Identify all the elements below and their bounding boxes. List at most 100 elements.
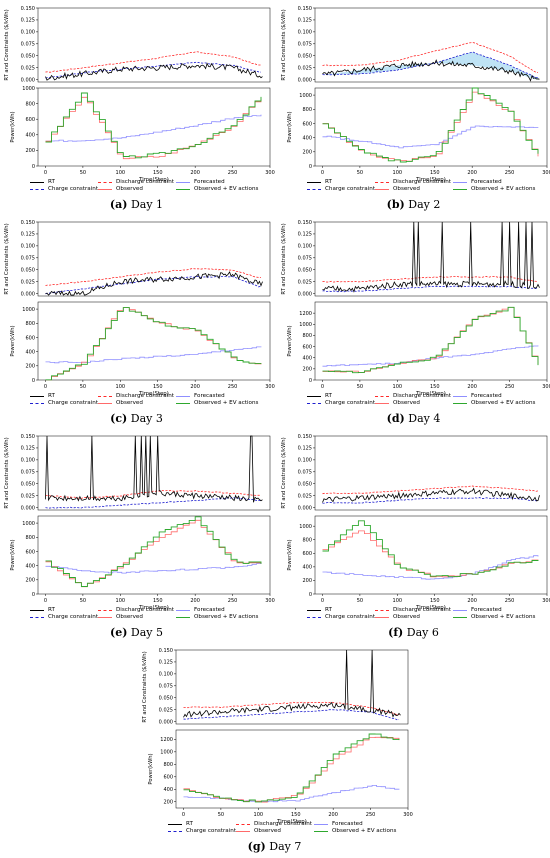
top-ytick-label: 0.125 [21,18,35,24]
bottom-ytick-label: 400 [25,133,35,139]
panel-day-1: 0.000 0.025 0.050 0.075 0.100 0.125 0.150 RT an… [0,4,275,214]
top-ytick-label: 0.075 [21,256,35,262]
bottom-ytick-label: 600 [302,551,312,557]
xtick-label: 300 [265,170,275,176]
charge-constraint-line [45,276,262,295]
legend-label: Observed + EV actions [471,400,536,406]
legend-swatch [30,188,44,190]
bottom-ytick-label: 200 [25,578,35,584]
top-ytick-label: 0.075 [21,470,35,476]
legend-item-rt: RT [30,179,55,185]
top-ytick-label: 0.150 [298,434,312,440]
legend: RT Charge constraint Discharge constraint O… [168,821,408,837]
observed-ev-line [45,307,262,381]
legend-swatch [375,181,389,183]
caption-text: Day 3 [130,412,163,425]
legend-label: Charge constraint [325,186,376,192]
legend: RT Charge constraint Discharge constraint O… [307,179,547,195]
xtick-label: 50 [80,384,86,390]
bottom-ytick-label: 200 [302,150,312,156]
legend-item-charge: Charge constraint [168,828,236,834]
legend-label: Discharge constraint [393,607,451,613]
bottom-ytick-label: 800 [25,101,35,107]
top-ytick-label: 0.100 [298,458,312,464]
panel-svg: 0.000 0.025 0.050 0.075 0.100 0.125 0.150 RT an… [281,6,550,183]
legend-swatch [98,188,112,190]
bottom-axes-frame [314,301,548,381]
legend-label: Observed + EV actions [194,614,259,620]
discharge-constraint-line [45,490,262,499]
bottom-ytick-label: 400 [302,565,312,571]
constraint-band [322,52,540,80]
legend-item-discharge: Discharge constraint [98,393,174,399]
bottom-ytick-label: 600 [302,344,312,350]
legend-swatch [236,830,250,832]
xtick-label: 200 [190,170,200,176]
caption-letter: (a) [109,198,128,211]
legend-label: Forecasted [471,393,502,399]
legend-swatch [375,609,389,611]
panel-day-2: 0.000 0.025 0.050 0.075 0.100 0.125 0.150 RT an… [277,4,550,214]
bottom-ytick-label: 800 [25,535,35,541]
panel-caption: (g) Day 7 [138,840,411,853]
legend-swatch [307,402,321,404]
xtick-label: 250 [228,170,238,176]
legend-item-discharge: Discharge constraint [375,607,451,613]
bottom-ytick-label: 600 [25,549,35,555]
charge-constraint-line [45,61,262,79]
legend-swatch [168,830,182,832]
legend-swatch [314,830,328,832]
xtick-label: 0 [44,384,47,390]
forecasted-line [45,563,262,574]
bottom-ylabel: Power(kWh) [10,111,16,142]
legend-label: Charge constraint [48,614,99,620]
xtick-label: 200 [467,598,477,604]
panel-svg: 0.000 0.025 0.050 0.075 0.100 0.125 0.150 RT an… [281,220,550,397]
legend-swatch [30,181,44,183]
panel-caption: (f) Day 6 [277,626,550,639]
legend-label: Charge constraint [48,186,99,192]
legend-label: Discharge constraint [116,179,174,185]
observed-ev-line [45,92,262,159]
top-ytick-label: 0.000 [298,77,312,83]
rt-line [45,62,263,81]
panel-caption: (c) Day 3 [0,412,273,425]
bottom-ylabel: Power(kWh) [148,753,154,784]
top-ytick-label: 0.050 [298,54,312,60]
legend: RT Charge constraint Discharge constraint O… [307,393,547,409]
rt-line [322,59,540,82]
legend-swatch [176,609,190,611]
bottom-ytick-label: 600 [25,117,35,123]
legend-item-forecasted: Forecasted [453,179,502,185]
legend-label: Forecasted [471,179,502,185]
legend-item-observed: Observed [375,614,420,620]
legend-label: RT [48,607,55,613]
bottom-ytick-label: 1000 [22,86,35,92]
legend-swatch [453,181,467,183]
panel-svg: 0.000 0.025 0.050 0.075 0.100 0.125 0.150 RT an… [4,434,275,611]
legend-swatch [30,395,44,397]
legend-label: Observed [116,186,143,192]
top-ytick-label: 0.125 [298,232,312,238]
legend-label: RT [186,821,193,827]
legend-label: RT [325,607,332,613]
legend-label: Observed [393,186,420,192]
caption-text: Day 6 [406,626,439,639]
legend-item-observed-ev: Observed + EV actions [453,614,535,620]
bottom-ytick-label: 1000 [299,322,312,328]
legend-label: Discharge constraint [393,179,451,185]
top-ytick-label: 0.075 [21,42,35,48]
legend-label: Observed + EV actions [332,828,397,834]
xlabel: Time(Step) [415,177,446,183]
top-ytick-label: 0.075 [159,684,173,690]
xlabel: Time(Step) [415,391,446,397]
legend-item-discharge: Discharge constraint [98,179,174,185]
legend-item-discharge: Discharge constraint [375,393,451,399]
caption-letter: (f) [388,626,404,639]
legend-item-observed-ev: Observed + EV actions [176,186,258,192]
bottom-axes-frame [37,301,271,381]
xtick-label: 150 [291,812,301,818]
xtick-label: 50 [80,170,86,176]
legend-label: Charge constraint [325,400,376,406]
xtick-label: 100 [116,598,126,604]
